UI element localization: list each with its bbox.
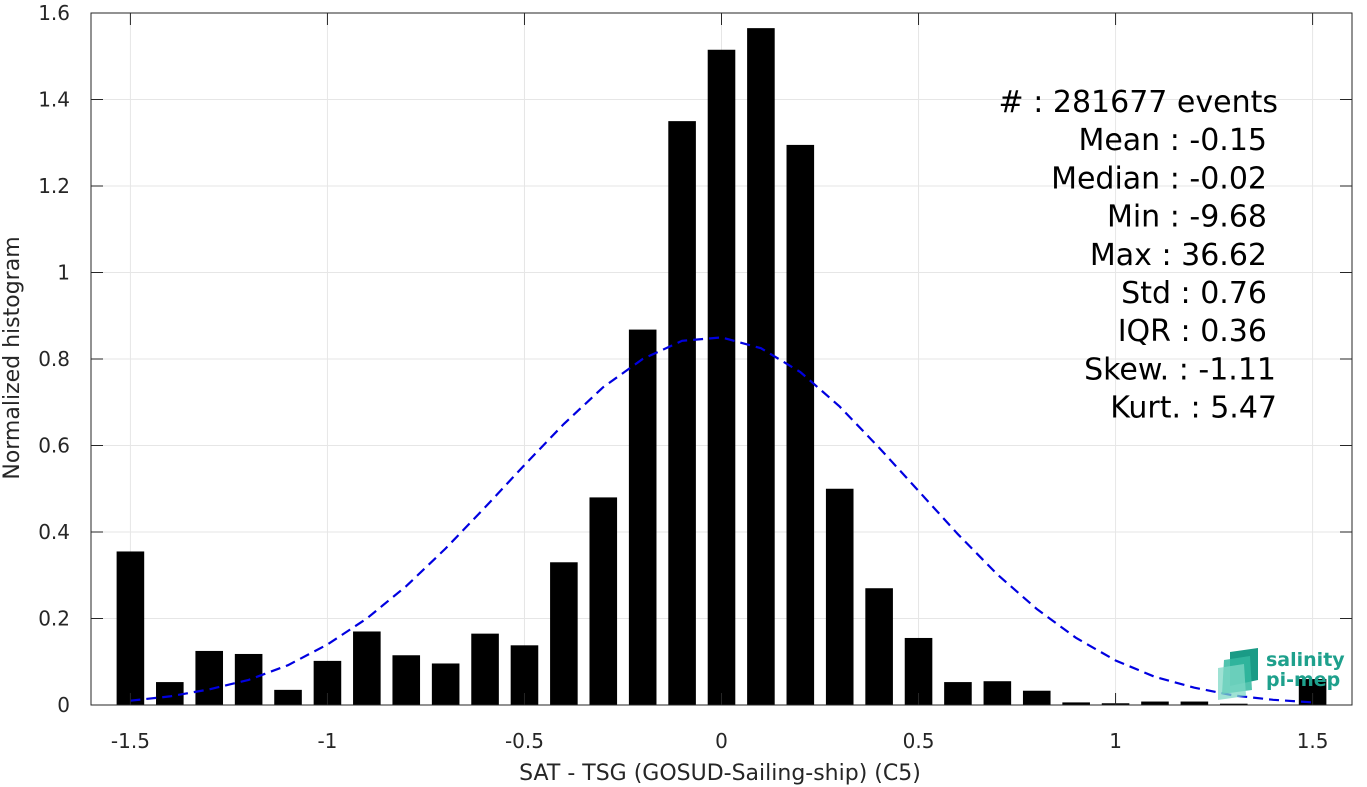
histogram-bar	[668, 121, 696, 705]
histogram-bar	[431, 663, 460, 705]
gaussian-fit-curve	[130, 336, 1313, 704]
logo-line1: salinity	[1266, 649, 1345, 671]
x-tick-label: 1.5	[1297, 729, 1329, 753]
histogram-bar	[1062, 702, 1090, 705]
y-tick-label: 0.6	[38, 434, 70, 458]
axis-ticks	[91, 12, 1352, 706]
histogram-bar	[983, 681, 1012, 705]
x-tick-label: -0.5	[505, 729, 544, 753]
x-tick-label: -1.5	[111, 729, 150, 753]
histogram-bar	[747, 28, 775, 705]
histogram-bar	[156, 682, 184, 705]
x-tick-label: 0	[715, 729, 728, 753]
stats-line: Mean : -0.15	[1078, 123, 1267, 158]
histogram-bars	[116, 28, 1327, 706]
histogram-bar	[1141, 701, 1169, 705]
histogram-bar	[1219, 703, 1248, 705]
histogram-bar	[195, 650, 224, 705]
histogram-bar	[550, 562, 578, 705]
y-axis-label: Normalized histogram	[0, 236, 25, 479]
histogram-bar	[628, 329, 657, 705]
y-tick-label: 1.2	[38, 174, 70, 198]
histogram-bar	[707, 49, 736, 705]
histogram-bar	[392, 655, 421, 705]
stats-line: Median : -0.02	[1051, 161, 1267, 196]
y-tick-labels: 0 0.2 0.4 0.6 0.8 1 1.2 1.4 1.6	[38, 1, 70, 717]
y-tick-label: 0.2	[38, 607, 70, 631]
x-tick-label: -1	[317, 729, 337, 753]
x-tick-label: 1	[1109, 729, 1122, 753]
logo-line2: pi-mep	[1266, 669, 1340, 691]
x-tick-label: 0.5	[903, 729, 935, 753]
x-tick-labels: -1.5 -1 -0.5 0 0.5 1 1.5	[111, 729, 1329, 753]
stats-line: # : 281677 events	[999, 85, 1278, 120]
stats-line: Kurt. : 5.47	[1110, 391, 1277, 426]
salinity-pi-mep-logo: salinity pi-mep	[1218, 648, 1345, 700]
histogram-bar	[471, 633, 499, 705]
y-tick-label: 0.8	[38, 347, 70, 371]
y-tick-label: 0	[57, 693, 70, 717]
histogram-bar	[1022, 690, 1051, 705]
histogram-bar	[825, 488, 854, 705]
stats-line: Std : 0.76	[1121, 276, 1267, 311]
y-tick-label: 1.6	[38, 1, 70, 25]
stats-line: Max : 36.62	[1090, 238, 1267, 273]
x-axis-label: SAT - TSG (GOSUD-Sailing-ship) (C5)	[519, 761, 921, 786]
histogram-bar	[1180, 701, 1209, 705]
histogram-bar	[274, 689, 302, 705]
y-tick-label: 1.4	[38, 88, 70, 112]
stats-line: IQR : 0.36	[1118, 314, 1267, 349]
histogram-bar	[865, 588, 893, 705]
histogram-bar	[589, 497, 618, 705]
stats-line: Skew. : -1.11	[1084, 352, 1276, 387]
histogram-bar	[944, 682, 972, 705]
histogram-bar	[116, 551, 145, 705]
histogram-bar	[786, 144, 815, 706]
histogram-bar	[353, 631, 381, 705]
logo-mark-icon	[1218, 648, 1258, 700]
y-tick-label: 1	[57, 261, 70, 285]
y-tick-label: 0.4	[38, 520, 70, 544]
stats-line: Min : -9.68	[1107, 200, 1267, 235]
